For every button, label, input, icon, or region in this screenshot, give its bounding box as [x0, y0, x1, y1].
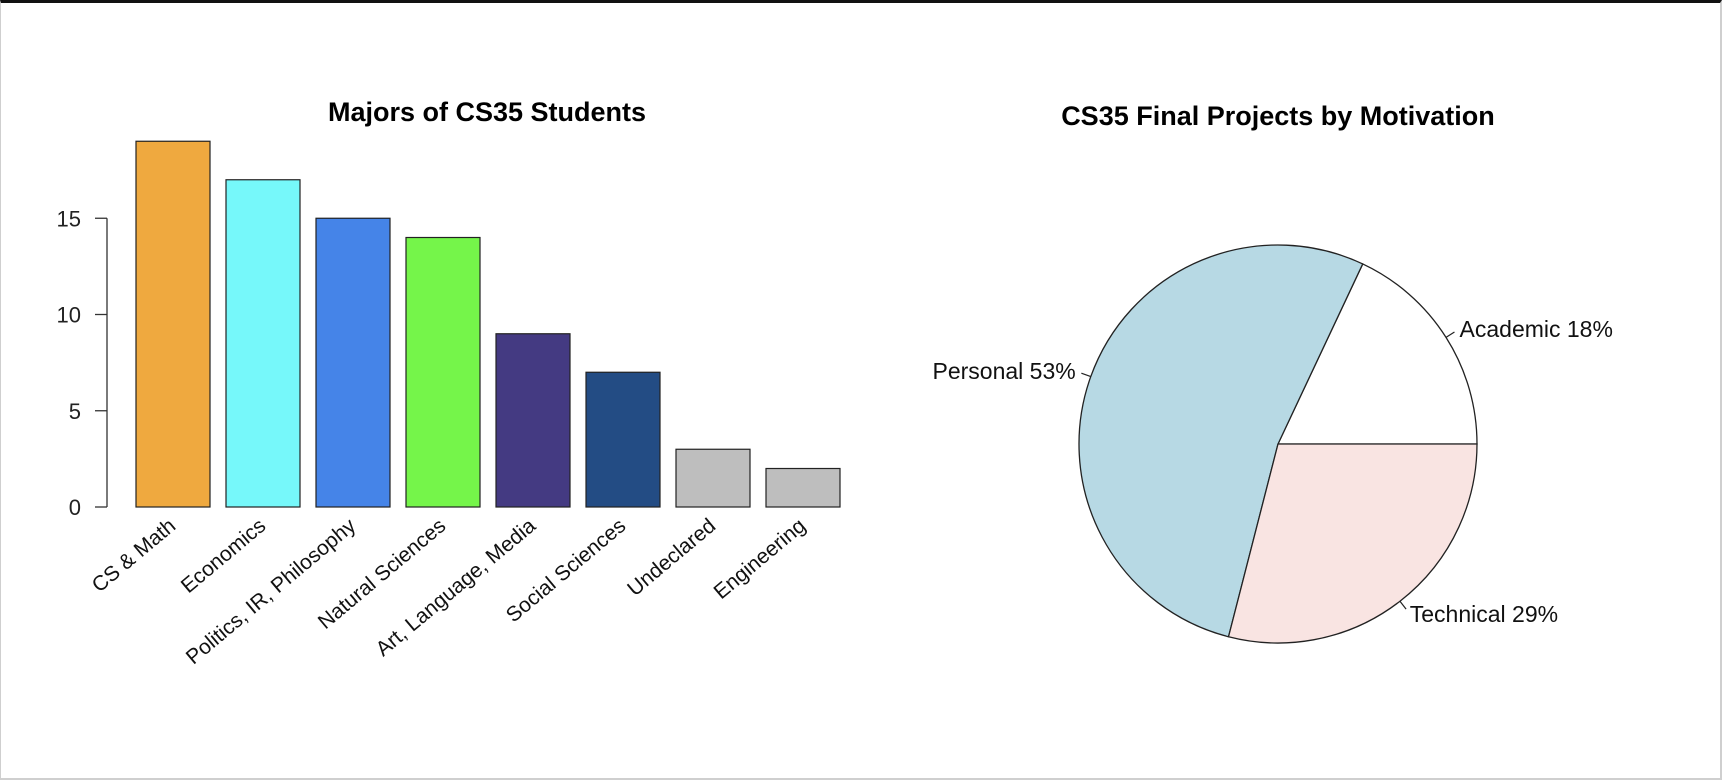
x-tick-label: Economics: [177, 514, 270, 598]
x-tick-label: Art, Language, Media: [372, 514, 541, 661]
pie-slice-label: Academic 18%: [1460, 316, 1613, 342]
pie-slices: [1078, 244, 1478, 644]
bar: [225, 179, 301, 508]
pie-label-tick: [1399, 600, 1407, 610]
pie-chart-title: CS35 Final Projects by Motivation: [1061, 101, 1495, 131]
x-tick-label: Politics, IR, Philosophy: [182, 514, 361, 669]
y-axis: 0 5 10 15: [57, 206, 108, 520]
pie-slice: [1078, 244, 1364, 638]
y-tick-label: 5: [69, 399, 81, 424]
x-tick-label: Undeclared: [623, 514, 720, 601]
bar: [765, 467, 841, 508]
bar-chart: Majors of CS35 Students 0 5 10 15 CS & Math…: [57, 97, 841, 669]
y-tick-label: 0: [69, 495, 81, 520]
pie-slice-label: Personal 53%: [933, 358, 1076, 384]
bar-marks: [135, 140, 841, 508]
y-tick-label: 10: [57, 303, 81, 328]
bar: [675, 448, 751, 508]
pie-slice: [1227, 443, 1478, 644]
bar: [495, 333, 571, 508]
pie-label-tick: [1445, 331, 1455, 338]
y-tick-label: 15: [57, 206, 81, 231]
bar-chart-title: Majors of CS35 Students: [328, 97, 646, 127]
pie-chart: CS35 Final Projects by Motivation Academ…: [933, 101, 1613, 644]
x-tick-label: CS & Math: [88, 514, 181, 597]
bar: [405, 236, 481, 508]
pie-slice-label: Technical 29%: [1410, 601, 1558, 627]
bar: [315, 217, 391, 508]
pie-label-tick: [1081, 372, 1091, 378]
pie-labels: Academic 18% Personal 53% Technical 29%: [933, 316, 1613, 627]
bar: [135, 140, 211, 508]
bar: [585, 371, 661, 508]
x-tick-label: Engineering: [710, 514, 811, 604]
